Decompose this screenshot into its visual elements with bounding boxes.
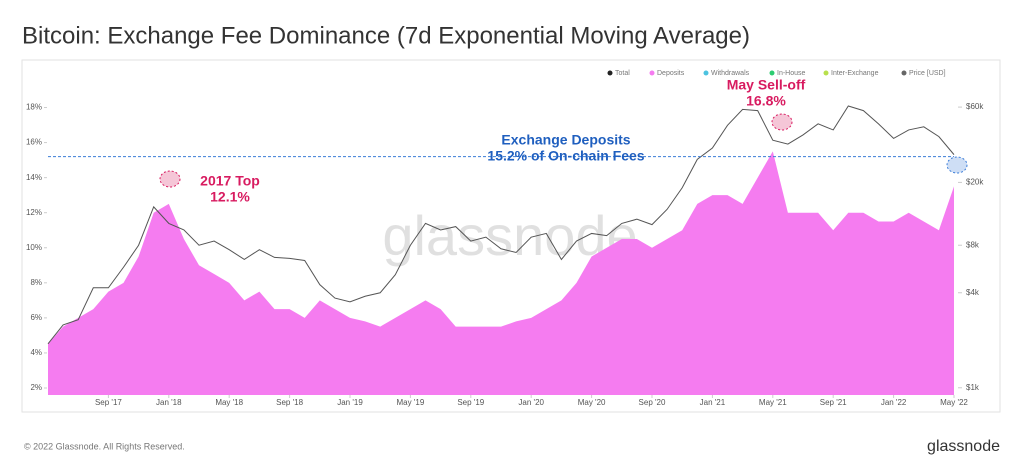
x-tick-label: Sep '19 [457,398,484,407]
y-tick-label: 14% [26,173,42,182]
y-tick-label: 2% [30,383,42,392]
legend-label: In-House [777,70,806,77]
y2-tick-label: $8k [966,240,980,249]
x-tick-label: Jan '20 [518,398,544,407]
y-tick-label: 12% [26,208,42,217]
x-tick-label: Jan '19 [337,398,363,407]
chart-frame [21,59,1001,413]
legend-marker [823,70,829,76]
y-tick-label: 18% [26,103,42,112]
y2-tick-label: $1k [966,383,980,392]
highlight-circle [946,156,968,174]
price-line [47,105,955,345]
y-tick-label: 4% [30,348,42,357]
annotation: 2017 Top [200,173,260,189]
x-tick-label: Sep '20 [639,398,666,407]
legend-label: Withdrawals [711,70,750,77]
legend-label: Price [USD] [909,70,946,77]
annotation: 15.2% of On-chain Fees [487,148,644,164]
x-tick-label: Sep '17 [95,398,122,407]
y-tick-label: 6% [30,313,42,322]
legend-marker [649,70,655,76]
x-tick-label: May '18 [215,398,243,407]
y-tick-label: 8% [30,278,42,287]
x-tick-label: May '22 [940,398,968,407]
legend-label: Total [615,70,630,77]
x-tick-label: Jan '21 [700,398,726,407]
annotation: 16.8% [746,93,786,109]
y-tick-label: 10% [26,243,42,252]
plot-layer [47,105,955,395]
chart-title: Bitcoin: Exchange Fee Dominance (7d Expo… [22,22,750,49]
y-tick-label: 16% [26,138,42,147]
annotation: Exchange Deposits [501,132,630,148]
logo: glassnode [927,438,1000,455]
footer: © 2022 Glassnode. All Rights Reserved. [24,441,185,451]
annotation: 12.1% [210,189,250,205]
x-tick-label: Jan '18 [156,398,182,407]
x-tick-label: May '19 [397,398,425,407]
legend-marker [607,70,613,76]
x-tick-label: Jan '22 [881,398,907,407]
y2-tick-label: $60k [966,102,984,111]
annotation: May Sell-off [727,77,806,93]
x-tick-label: May '20 [578,398,606,407]
x-tick-label: Sep '18 [276,398,303,407]
y2-tick-label: $4k [966,288,980,297]
x-tick-label: May '21 [759,398,787,407]
highlight-circle [159,170,181,188]
legend-marker [769,70,775,76]
legend-label: Inter-Exchange [831,70,879,77]
highlight-circle [771,113,793,131]
deposits-area [48,151,954,395]
legend-marker [901,70,907,76]
x-tick-label: Sep '21 [820,398,847,407]
legend-label: Deposits [657,70,685,77]
legend-marker [703,70,709,76]
y2-tick-label: $20k [966,178,984,187]
